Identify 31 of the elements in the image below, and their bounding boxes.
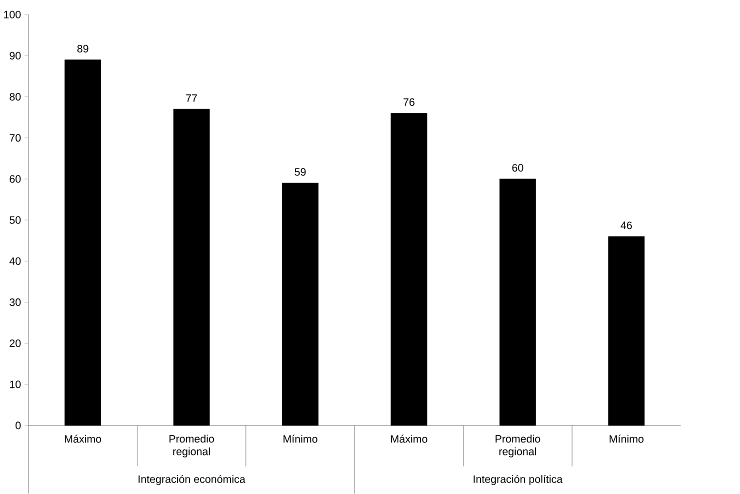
text: Integración política	[474, 475, 563, 486]
y-tick-label: 90	[10, 52, 21, 60]
bar	[282, 182, 318, 426]
y-tick-label: 50	[10, 216, 21, 224]
y-tick-label: 40	[9, 257, 21, 266]
bar	[173, 109, 210, 426]
x-tick-label: Promedio regional	[170, 434, 214, 458]
text: Integración económica	[138, 475, 246, 486]
data-label: 76	[404, 98, 414, 106]
y-tick-label: 80	[10, 93, 21, 101]
y-tick-label: 30	[10, 298, 21, 306]
bar	[390, 113, 428, 426]
y-tick-label: 0	[16, 422, 21, 430]
x-tick-label: Mínimo	[610, 434, 644, 443]
x-tick-label: Mínimo	[284, 434, 318, 443]
data-label: 60	[512, 164, 524, 172]
x-tick-label: Máximo	[391, 434, 428, 443]
bar	[499, 178, 536, 426]
x-tick-label: Promedio regional	[496, 434, 540, 458]
data-label: 89	[77, 44, 88, 53]
data-label: 77	[186, 94, 197, 102]
y-tick-label: 10	[10, 380, 21, 388]
y-tick-label: 100	[4, 10, 21, 18]
data-label: 46	[620, 222, 632, 230]
bar	[608, 236, 645, 426]
y-tick-label: 70	[10, 134, 21, 142]
bar	[64, 60, 102, 426]
y-tick-label: 20	[10, 340, 21, 348]
data-label: 59	[294, 168, 306, 176]
y-tick-label: 60	[10, 175, 21, 183]
x-tick-label: Máximo	[64, 434, 102, 443]
